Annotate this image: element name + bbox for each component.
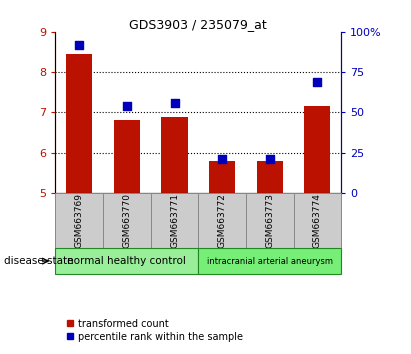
Point xyxy=(171,100,178,105)
Point xyxy=(314,79,321,85)
Bar xyxy=(162,117,187,193)
Text: GSM663773: GSM663773 xyxy=(265,193,274,248)
Text: normal healthy control: normal healthy control xyxy=(67,256,186,266)
Text: GSM663774: GSM663774 xyxy=(313,193,322,248)
Bar xyxy=(55,248,198,274)
Bar xyxy=(293,193,341,248)
Text: GSM663772: GSM663772 xyxy=(217,193,226,248)
Bar xyxy=(103,193,151,248)
Point xyxy=(219,156,225,162)
Title: GDS3903 / 235079_at: GDS3903 / 235079_at xyxy=(129,18,267,31)
Point xyxy=(124,103,130,109)
Legend: transformed count, percentile rank within the sample: transformed count, percentile rank withi… xyxy=(62,315,247,346)
Bar xyxy=(246,193,293,248)
Text: GSM663771: GSM663771 xyxy=(170,193,179,248)
Point xyxy=(266,156,273,162)
Text: GSM663769: GSM663769 xyxy=(75,193,84,248)
Bar xyxy=(198,193,246,248)
Bar xyxy=(66,54,92,193)
Bar xyxy=(304,106,330,193)
Bar xyxy=(209,161,235,193)
Text: GSM663770: GSM663770 xyxy=(122,193,132,248)
Point xyxy=(76,42,83,47)
Bar xyxy=(114,120,140,193)
Text: disease state: disease state xyxy=(4,256,74,266)
Bar xyxy=(198,248,341,274)
Bar xyxy=(55,193,103,248)
Bar xyxy=(256,161,283,193)
Text: intracranial arterial aneurysm: intracranial arterial aneurysm xyxy=(207,257,333,266)
Bar xyxy=(151,193,198,248)
